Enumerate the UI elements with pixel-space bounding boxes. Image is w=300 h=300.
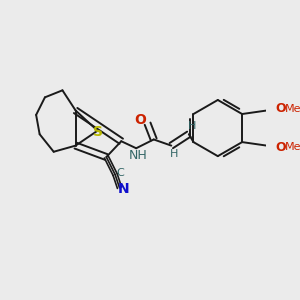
Text: Me: Me (285, 142, 300, 152)
Text: S: S (93, 125, 103, 140)
Text: H: H (188, 121, 196, 131)
Text: O: O (275, 141, 286, 154)
Text: NH: NH (129, 149, 147, 162)
Text: N: N (118, 182, 130, 197)
Text: O: O (135, 113, 146, 127)
Text: H: H (170, 148, 178, 158)
Text: Me: Me (285, 104, 300, 114)
Text: C: C (116, 168, 124, 178)
Text: O: O (275, 102, 286, 115)
